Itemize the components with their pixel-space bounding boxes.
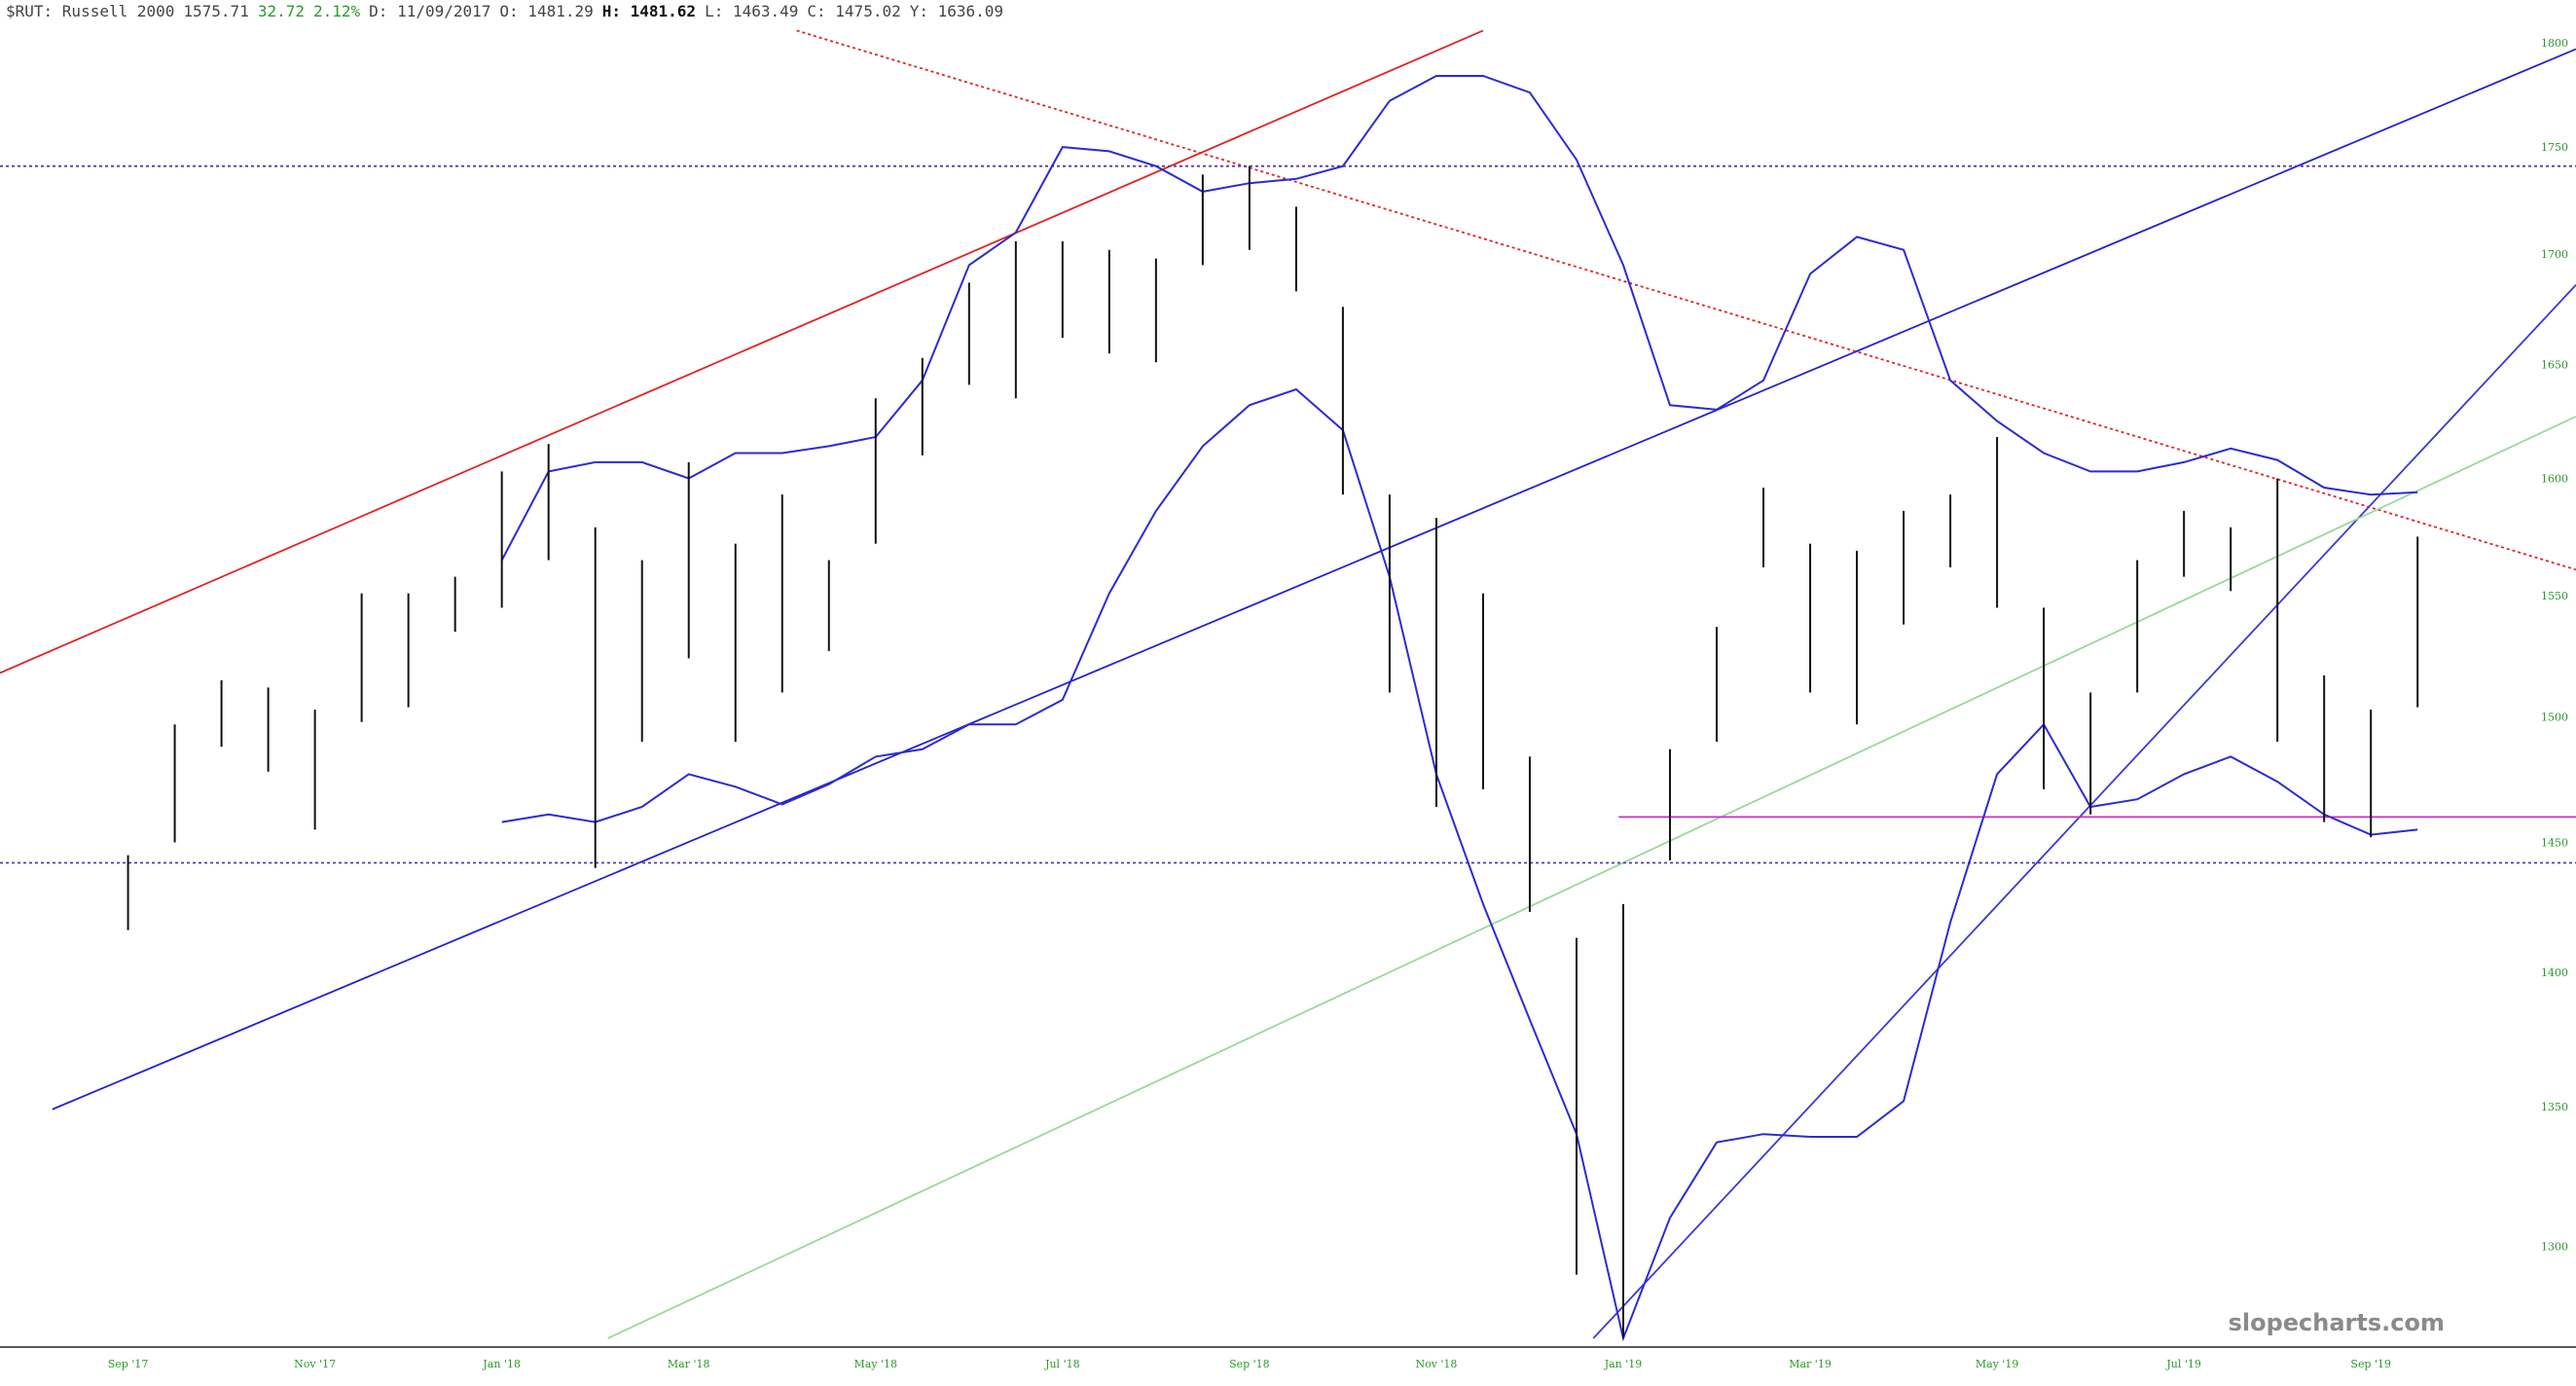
x-tick-label: Jan '18 <box>482 1358 521 1370</box>
trend-line <box>1592 284 2576 1339</box>
x-tick-label: Jan '19 <box>1604 1358 1643 1370</box>
y-tick-label: 1750 <box>2541 141 2568 154</box>
y-tick-label: 1650 <box>2541 359 2568 372</box>
x-tick-label: Sep '19 <box>2350 1358 2391 1370</box>
y-tick-label: 1500 <box>2541 711 2568 724</box>
x-tick-label: Jul '19 <box>2165 1358 2201 1370</box>
trend-line <box>52 48 2576 1111</box>
trend-line <box>607 416 2576 1339</box>
watermark: slopecharts.com <box>2229 1309 2445 1336</box>
x-tick-label: Sep '18 <box>1229 1358 1270 1370</box>
high: H: 1481.62 <box>601 2 697 20</box>
y-tick-label: 1800 <box>2541 37 2568 50</box>
open: O: 1481.29 <box>499 2 594 20</box>
x-tick-label: Sep '17 <box>108 1358 149 1370</box>
trend-line <box>796 29 2576 571</box>
symbol: $RUT: Russell 2000 <box>6 2 175 20</box>
close: C: 1475.02 <box>807 2 901 20</box>
date: D: 11/09/2017 <box>369 2 491 20</box>
x-tick-label: Mar '18 <box>668 1358 710 1370</box>
x-tick-label: May '19 <box>1976 1358 2019 1370</box>
quote-header: $RUT: Russell 2000 1575.71 32.72 2.12% D: 11… <box>6 2 1012 20</box>
x-tick-label: Nov '17 <box>294 1358 336 1370</box>
y-tick-label: 1350 <box>2541 1101 2568 1113</box>
change: 32.72 <box>257 2 305 20</box>
y-tick-label: 1400 <box>2541 967 2568 979</box>
trend-line <box>0 29 1484 675</box>
y-tick-label: 1700 <box>2541 248 2568 261</box>
low: L: 1463.49 <box>705 2 799 20</box>
y-tick-label: 1450 <box>2541 836 2568 849</box>
y-tick-label: 1550 <box>2541 590 2568 602</box>
x-tick-label: Jul '18 <box>1044 1358 1080 1370</box>
y-tick-label: 1300 <box>2541 1240 2568 1253</box>
bollinger-band <box>501 387 2418 1342</box>
change-pct: 2.12% <box>313 2 361 20</box>
x-tick-label: Mar '19 <box>1789 1358 1832 1370</box>
last-price: 1575.71 <box>183 2 249 20</box>
y-tick-label: 1600 <box>2541 473 2568 486</box>
prev-close: Y: 1636.09 <box>909 2 1004 20</box>
plot-area <box>0 29 2576 1342</box>
x-tick-label: Nov '18 <box>1415 1358 1457 1370</box>
bollinger-band <box>500 75 2418 561</box>
x-tick-label: May '18 <box>853 1358 897 1370</box>
